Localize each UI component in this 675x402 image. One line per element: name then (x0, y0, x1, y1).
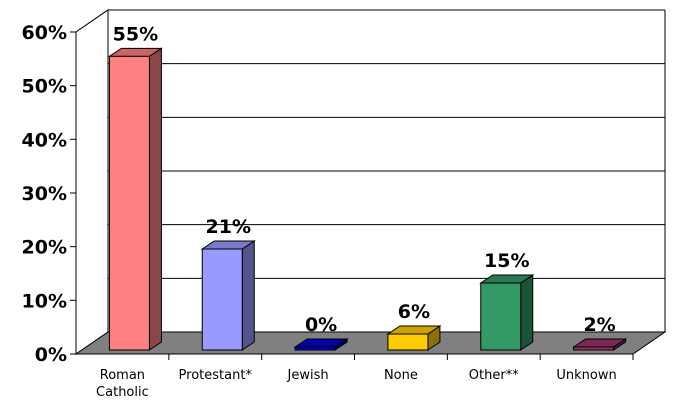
y-tick-label: 20% (22, 237, 67, 259)
bar-side (241, 240, 255, 351)
bar: 55% (107, 23, 164, 351)
category-label: Other** (469, 368, 519, 383)
y-tick-label: 50% (22, 76, 67, 98)
category-label: Unknown (556, 368, 616, 383)
y-tick-label: 10% (22, 290, 67, 312)
y-tick-label: 60% (22, 22, 67, 44)
y-axis-ticks: 0% 10% 20% 30% 40% 50% 60% (22, 22, 76, 366)
bar-front (108, 55, 150, 351)
y-tick-label: 30% (22, 183, 67, 205)
chart-floor (74, 331, 667, 355)
y-tick-label: 0% (35, 344, 67, 366)
y-tick-label: 40% (22, 129, 67, 151)
bar: 0% (293, 314, 349, 351)
bar-front (387, 333, 429, 351)
data-label: 55% (113, 23, 158, 45)
data-label: 21% (206, 216, 251, 238)
bar-front (573, 346, 615, 351)
bar-front (294, 346, 336, 351)
data-label: 6% (398, 301, 430, 323)
data-label: 15% (484, 250, 529, 272)
bar: 6% (386, 301, 442, 351)
bars: 55% 21% 0% 6% 15% 2% (107, 23, 628, 351)
x-axis-labels: Roman Catholic Protestant* Jewish None Other*… (96, 354, 634, 400)
bar-front (201, 248, 243, 351)
category-label: Protestant* (179, 368, 253, 383)
data-label: 2% (583, 314, 615, 336)
bar-side (148, 47, 162, 351)
category-label: None (384, 368, 418, 383)
category-label: Jewish (287, 368, 329, 383)
data-label: 0% (305, 314, 337, 336)
chart-side-wall (75, 9, 109, 355)
bar-side (520, 274, 534, 351)
bar-front (480, 282, 522, 351)
bar: 21% (200, 216, 256, 351)
bar: 15% (479, 250, 535, 351)
bar: 2% (571, 314, 628, 351)
category-label: Catholic (96, 385, 149, 400)
category-label: Roman (100, 368, 145, 383)
